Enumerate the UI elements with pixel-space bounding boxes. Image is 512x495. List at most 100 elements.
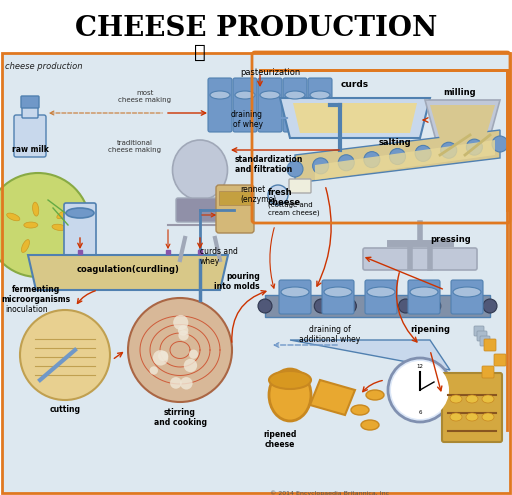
Ellipse shape [269, 369, 311, 421]
Ellipse shape [269, 371, 311, 389]
FancyBboxPatch shape [2, 53, 510, 493]
Ellipse shape [310, 91, 330, 99]
FancyBboxPatch shape [482, 366, 494, 378]
Ellipse shape [351, 405, 369, 415]
FancyBboxPatch shape [308, 78, 332, 132]
FancyBboxPatch shape [484, 339, 496, 351]
Text: pasteurization: pasteurization [240, 68, 300, 77]
Circle shape [492, 136, 508, 152]
Text: traditional
cheese making: traditional cheese making [109, 140, 161, 153]
Text: stirring
and cooking: stirring and cooking [154, 408, 206, 427]
Text: curds: curds [341, 80, 369, 89]
Circle shape [313, 158, 329, 174]
Ellipse shape [453, 287, 481, 297]
Ellipse shape [210, 91, 230, 99]
Circle shape [286, 299, 300, 313]
Text: pouring
into molds: pouring into molds [215, 272, 260, 292]
Circle shape [338, 155, 354, 171]
Text: inoculation: inoculation [5, 305, 48, 314]
FancyBboxPatch shape [233, 78, 257, 132]
FancyBboxPatch shape [283, 78, 307, 132]
Circle shape [441, 142, 457, 158]
Text: draining
of whey: draining of whey [231, 110, 263, 129]
Ellipse shape [66, 208, 94, 218]
Text: most
cheese making: most cheese making [118, 90, 172, 103]
FancyBboxPatch shape [258, 78, 282, 132]
FancyBboxPatch shape [219, 191, 251, 205]
Ellipse shape [410, 287, 438, 297]
Text: CHEESE PRODUCTION: CHEESE PRODUCTION [75, 14, 437, 42]
FancyBboxPatch shape [21, 96, 39, 108]
Circle shape [258, 299, 272, 313]
Text: raw milk: raw milk [12, 145, 49, 154]
Polygon shape [290, 340, 450, 370]
Ellipse shape [450, 413, 462, 421]
Ellipse shape [450, 395, 462, 403]
Ellipse shape [260, 91, 280, 99]
Text: 12: 12 [416, 363, 423, 368]
Circle shape [466, 139, 482, 155]
Ellipse shape [52, 224, 66, 231]
Circle shape [128, 298, 232, 402]
Ellipse shape [482, 413, 494, 421]
Circle shape [364, 151, 380, 168]
Ellipse shape [361, 420, 379, 430]
Text: curds and
whey: curds and whey [200, 247, 238, 266]
FancyBboxPatch shape [289, 179, 311, 193]
Circle shape [390, 148, 406, 164]
Circle shape [391, 361, 449, 419]
Text: rennet
(enzyme): rennet (enzyme) [240, 185, 276, 204]
Ellipse shape [285, 91, 305, 99]
FancyBboxPatch shape [208, 78, 232, 132]
FancyBboxPatch shape [451, 280, 483, 314]
Text: standardization
and filtration: standardization and filtration [235, 155, 304, 174]
Polygon shape [28, 255, 228, 290]
Circle shape [170, 377, 182, 389]
FancyBboxPatch shape [442, 373, 502, 442]
Circle shape [189, 349, 198, 359]
FancyBboxPatch shape [279, 280, 311, 314]
Text: fermenting
microorganisms: fermenting microorganisms [2, 285, 71, 304]
Ellipse shape [7, 213, 20, 221]
FancyBboxPatch shape [64, 203, 96, 262]
FancyBboxPatch shape [477, 331, 487, 341]
Ellipse shape [366, 390, 384, 400]
Circle shape [399, 299, 413, 313]
Text: ripening: ripening [410, 325, 450, 334]
Ellipse shape [33, 202, 39, 216]
Circle shape [150, 366, 158, 375]
FancyBboxPatch shape [22, 100, 38, 118]
Text: pressing: pressing [430, 235, 471, 244]
Text: (cottage and
cream cheese): (cottage and cream cheese) [268, 202, 319, 216]
Polygon shape [425, 100, 500, 155]
Polygon shape [293, 103, 417, 133]
Circle shape [287, 161, 303, 177]
Ellipse shape [324, 287, 352, 297]
Text: cheese production: cheese production [5, 62, 82, 71]
Text: ripened
cheese: ripened cheese [263, 430, 296, 449]
Ellipse shape [24, 222, 38, 228]
Text: 6: 6 [418, 409, 422, 414]
Polygon shape [280, 98, 430, 138]
Ellipse shape [235, 91, 255, 99]
FancyBboxPatch shape [480, 336, 490, 346]
Ellipse shape [367, 287, 395, 297]
Circle shape [180, 377, 193, 390]
Circle shape [314, 299, 328, 313]
Ellipse shape [22, 240, 30, 252]
Circle shape [153, 350, 168, 366]
Text: draining of
additional whey: draining of additional whey [300, 325, 360, 345]
FancyBboxPatch shape [494, 354, 506, 366]
Circle shape [173, 315, 188, 330]
Text: salting: salting [379, 138, 411, 147]
FancyBboxPatch shape [14, 115, 46, 157]
FancyBboxPatch shape [365, 280, 397, 314]
Text: © 2014 Encyclopaedia Britannica, Inc: © 2014 Encyclopaedia Britannica, Inc [270, 490, 389, 495]
Circle shape [0, 173, 90, 277]
Ellipse shape [57, 210, 70, 219]
Circle shape [371, 299, 385, 313]
Ellipse shape [466, 413, 478, 421]
FancyBboxPatch shape [474, 326, 484, 336]
FancyBboxPatch shape [363, 248, 477, 270]
Polygon shape [310, 380, 355, 415]
